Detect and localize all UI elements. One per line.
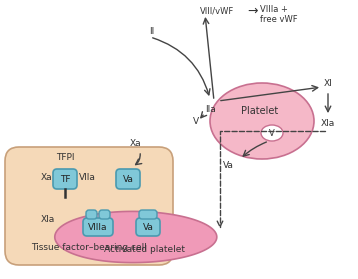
Text: VIIIa: VIIIa bbox=[88, 222, 108, 232]
Text: Va: Va bbox=[142, 222, 154, 232]
Text: V: V bbox=[193, 117, 199, 126]
Text: VIII/vWF: VIII/vWF bbox=[200, 6, 234, 16]
Text: Activated platelet: Activated platelet bbox=[105, 244, 185, 254]
Text: Xa: Xa bbox=[130, 140, 142, 148]
Text: II: II bbox=[149, 27, 155, 35]
Text: TF: TF bbox=[60, 174, 70, 184]
FancyBboxPatch shape bbox=[136, 218, 160, 236]
FancyBboxPatch shape bbox=[116, 169, 140, 189]
Text: VIIa: VIIa bbox=[78, 172, 96, 182]
Text: Tissue factor–bearing cell: Tissue factor–bearing cell bbox=[31, 242, 147, 251]
Text: V: V bbox=[269, 129, 275, 138]
FancyBboxPatch shape bbox=[5, 147, 173, 265]
Text: VIIIa +: VIIIa + bbox=[260, 4, 288, 13]
Ellipse shape bbox=[261, 125, 283, 141]
Text: Platelet: Platelet bbox=[241, 106, 279, 116]
Text: IIa: IIa bbox=[205, 105, 216, 114]
FancyBboxPatch shape bbox=[83, 218, 113, 236]
Text: TFPI: TFPI bbox=[56, 153, 74, 162]
Ellipse shape bbox=[210, 83, 314, 159]
Text: XIa: XIa bbox=[321, 119, 335, 129]
Text: Va: Va bbox=[122, 174, 134, 184]
Text: →: → bbox=[248, 4, 258, 18]
Polygon shape bbox=[55, 211, 217, 263]
FancyBboxPatch shape bbox=[86, 210, 97, 219]
FancyBboxPatch shape bbox=[53, 169, 77, 189]
Text: XIa: XIa bbox=[41, 215, 55, 223]
Text: free vWF: free vWF bbox=[260, 15, 297, 23]
FancyBboxPatch shape bbox=[139, 210, 157, 219]
Text: XI: XI bbox=[324, 80, 332, 88]
Text: Xa: Xa bbox=[41, 172, 53, 182]
FancyBboxPatch shape bbox=[99, 210, 110, 219]
Text: Va: Va bbox=[223, 162, 233, 170]
